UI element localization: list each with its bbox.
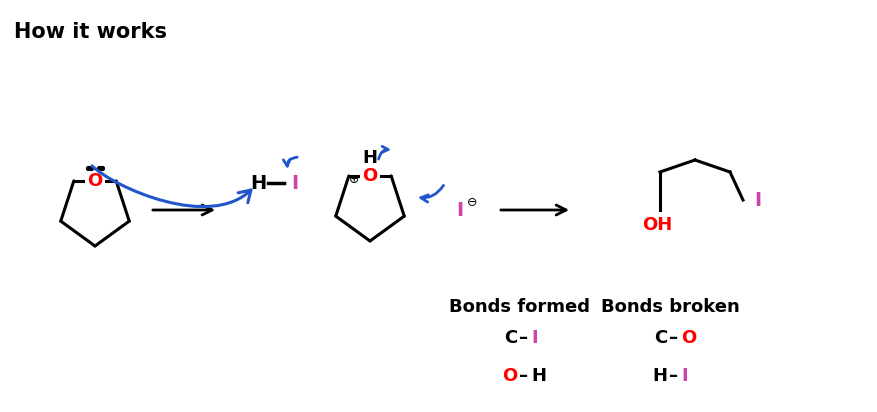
- Text: C: C: [503, 329, 517, 347]
- FancyArrowPatch shape: [378, 146, 388, 159]
- Text: I: I: [531, 329, 537, 347]
- Text: C: C: [653, 329, 667, 347]
- Text: O: O: [88, 172, 103, 190]
- Text: O: O: [681, 329, 695, 347]
- FancyArrowPatch shape: [420, 185, 443, 202]
- Text: I: I: [753, 190, 760, 209]
- Text: –: –: [518, 329, 528, 347]
- Text: –: –: [668, 367, 677, 385]
- Text: –: –: [668, 329, 677, 347]
- FancyArrowPatch shape: [92, 166, 251, 206]
- Text: H: H: [362, 149, 377, 167]
- Text: I: I: [291, 173, 298, 192]
- Text: I: I: [681, 367, 687, 385]
- Text: I: I: [456, 201, 463, 220]
- Text: ⊕: ⊕: [348, 173, 359, 186]
- FancyArrowPatch shape: [283, 157, 297, 166]
- Text: H: H: [531, 367, 545, 385]
- Text: Bonds broken: Bonds broken: [600, 298, 738, 316]
- Text: Bonds formed: Bonds formed: [449, 298, 590, 316]
- Text: –: –: [518, 367, 528, 385]
- Text: How it works: How it works: [14, 22, 167, 42]
- Text: O: O: [362, 167, 377, 185]
- Text: ⊖: ⊖: [467, 196, 477, 208]
- Text: O: O: [501, 367, 517, 385]
- Text: OH: OH: [641, 216, 672, 234]
- Text: H: H: [652, 367, 667, 385]
- Text: H: H: [250, 173, 266, 192]
